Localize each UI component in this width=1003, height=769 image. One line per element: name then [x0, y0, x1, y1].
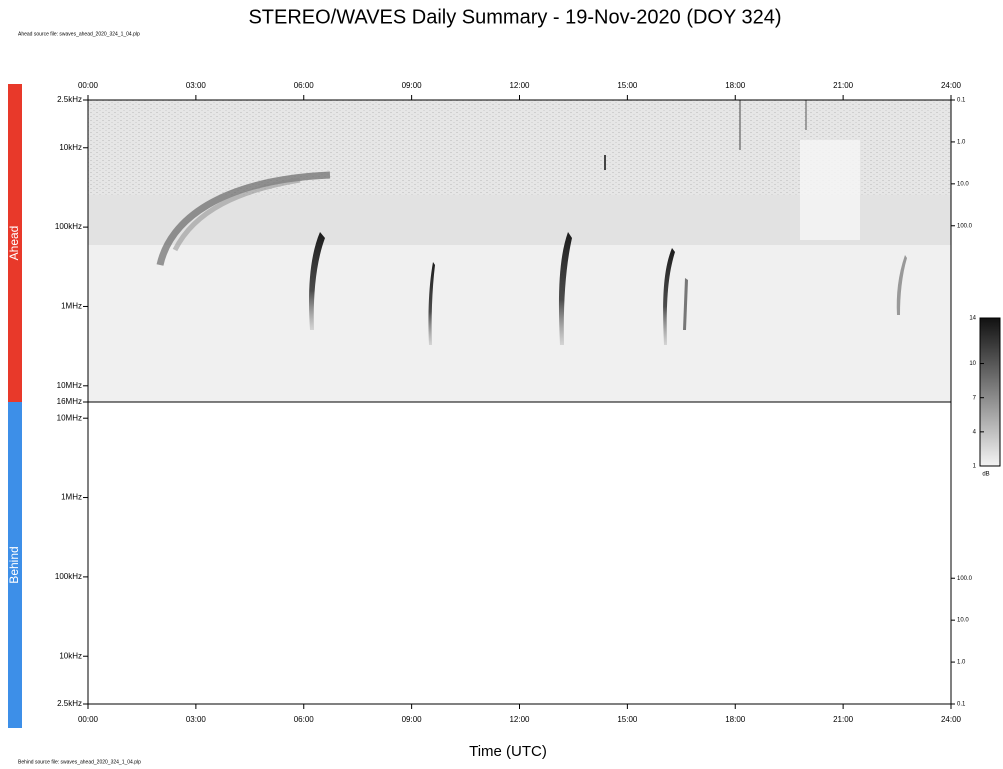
x-tick-label: 06:00: [294, 715, 315, 724]
x-tick-label: 00:00: [78, 715, 99, 724]
x-tick-label: 21:00: [833, 81, 854, 90]
panel-bar: [8, 84, 22, 402]
spectrogram-image: [88, 100, 951, 402]
x-axis-label: Time (UTC): [469, 743, 547, 760]
x-tick-label: 21:00: [833, 715, 854, 724]
colorbar-tick-label: 14: [969, 316, 976, 322]
y2-tick-label: 100.0: [957, 576, 973, 582]
x-tick-label: 18:00: [725, 715, 746, 724]
x-tick-label: 03:00: [186, 81, 207, 90]
x-tick-label: 18:00: [725, 81, 746, 90]
y-tick-label: 100kHz: [55, 572, 82, 581]
y-tick-label: 10kHz: [59, 651, 82, 660]
x-tick-label: 03:00: [186, 715, 207, 724]
y2-tick-label: 0.1: [957, 98, 966, 104]
y2-tick-label: 0.1: [957, 702, 966, 708]
y-tick-label: 2.5kHz: [57, 699, 82, 708]
x-tick-label: 09:00: [402, 715, 423, 724]
colorbar-tick-label: 4: [973, 429, 977, 435]
y2-tick-label: 1.0: [957, 139, 966, 145]
y-tick-label: 1MHz: [61, 302, 82, 311]
x-tick-label: 24:00: [941, 715, 962, 724]
chart-title: STEREO/WAVES Daily Summary - 19-Nov-2020…: [248, 6, 781, 28]
source-note: Ahead source file: swaves_ahead_2020_324…: [18, 31, 140, 37]
panel-label: Ahead: [7, 226, 21, 261]
x-tick-label: 00:00: [78, 81, 99, 90]
y2-tick-label: 1.0: [957, 660, 966, 666]
y2-tick-label: 10.0: [957, 181, 969, 187]
panel-label: Behind: [7, 546, 21, 583]
y-tick-label: 1MHz: [61, 493, 82, 502]
x-tick-label: 12:00: [509, 715, 530, 724]
panel-bar: [8, 402, 22, 728]
colorbar-tick-label: 1: [973, 464, 977, 470]
colorbar: [979, 317, 1001, 467]
y-tick-label: 2.5kHz: [57, 95, 82, 104]
y-tick-label: 10MHz: [57, 381, 82, 390]
source-note: Behind source file: swaves_ahead_2020_32…: [18, 759, 141, 765]
y2-tick-label: 100.0: [957, 223, 973, 229]
x-tick-label: 09:00: [402, 81, 423, 90]
y-tick-label: 10MHz: [57, 413, 82, 422]
y-tick-label: 10kHz: [59, 143, 82, 152]
plot-frame: [87, 401, 952, 705]
y-tick-label: 100kHz: [55, 222, 82, 231]
colorbar-tick-label: 7: [973, 395, 977, 401]
x-tick-label: 15:00: [617, 715, 638, 724]
colorbar-label: dB: [982, 472, 989, 478]
x-tick-label: 24:00: [941, 81, 962, 90]
x-tick-label: 15:00: [617, 81, 638, 90]
y-tick-label: 16MHz: [57, 397, 82, 406]
x-tick-label: 12:00: [509, 81, 530, 90]
y2-tick-label: 10.0: [957, 618, 969, 624]
colorbar-tick-label: 10: [969, 361, 976, 367]
x-tick-label: 06:00: [294, 81, 315, 90]
